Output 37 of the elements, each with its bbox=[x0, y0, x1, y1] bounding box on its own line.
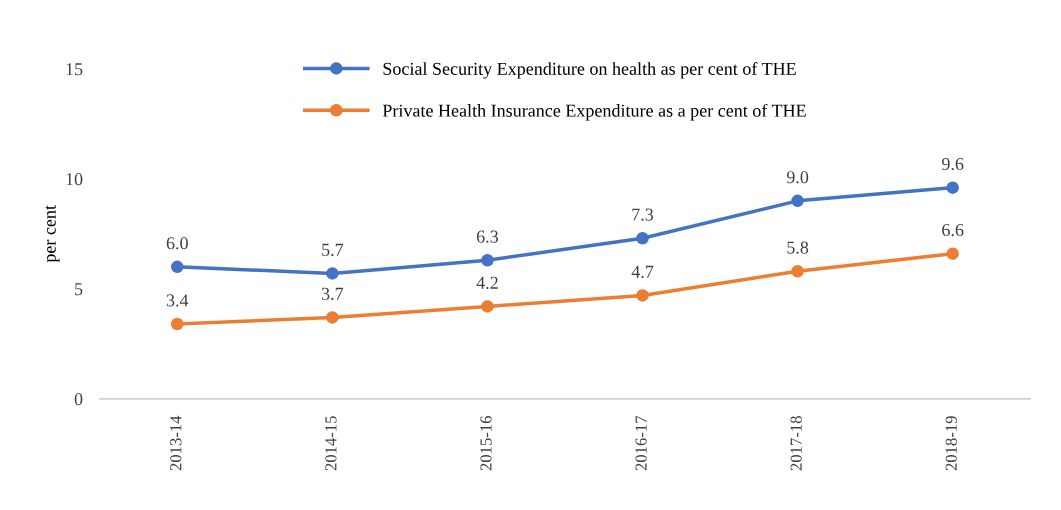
y-tick-label: 0 bbox=[74, 393, 83, 406]
point bbox=[171, 317, 184, 331]
point bbox=[636, 231, 649, 245]
point bbox=[636, 289, 649, 302]
data-label: 5.8 bbox=[787, 241, 809, 254]
point bbox=[326, 311, 339, 324]
data-label: 9.6 bbox=[941, 157, 964, 171]
y-axis-title: per cent bbox=[45, 205, 60, 263]
point bbox=[481, 300, 494, 313]
point bbox=[946, 247, 959, 260]
data-label: 5.7 bbox=[322, 243, 344, 256]
data-label: 6.3 bbox=[476, 230, 499, 243]
data-label: 4.7 bbox=[631, 265, 654, 278]
point bbox=[791, 264, 804, 278]
legend-label: Private Health Insurance Expenditure as a per cent of THE bbox=[382, 103, 806, 121]
point bbox=[946, 181, 959, 194]
x-tick-label: 2017-18 bbox=[790, 416, 802, 471]
data-label: 7.3 bbox=[632, 208, 654, 221]
y-tick-label: 5 bbox=[75, 283, 83, 296]
point bbox=[326, 267, 339, 280]
y-tick-label: 15 bbox=[66, 63, 83, 76]
data-label: 3.4 bbox=[166, 294, 189, 307]
x-tick-label: 2015-16 bbox=[480, 415, 492, 471]
x-tick-label: 2013-14 bbox=[170, 415, 182, 471]
data-label: 9.0 bbox=[786, 171, 809, 184]
x-tick-label: 2018-19 bbox=[945, 416, 957, 471]
point bbox=[481, 253, 494, 267]
data-label: 4.2 bbox=[476, 276, 498, 289]
data-label: 6.0 bbox=[166, 237, 188, 250]
y-tick-label: 10 bbox=[66, 173, 83, 186]
data-label: 3.7 bbox=[321, 287, 344, 300]
legend-label: Social Security Expenditure on health as per cent of THE bbox=[383, 62, 796, 79]
point bbox=[171, 260, 184, 274]
data-label: 6.6 bbox=[942, 223, 964, 237]
point bbox=[791, 194, 804, 208]
x-tick-label: 2016-17 bbox=[635, 415, 647, 471]
x-tick-label: 2014-15 bbox=[325, 416, 337, 471]
